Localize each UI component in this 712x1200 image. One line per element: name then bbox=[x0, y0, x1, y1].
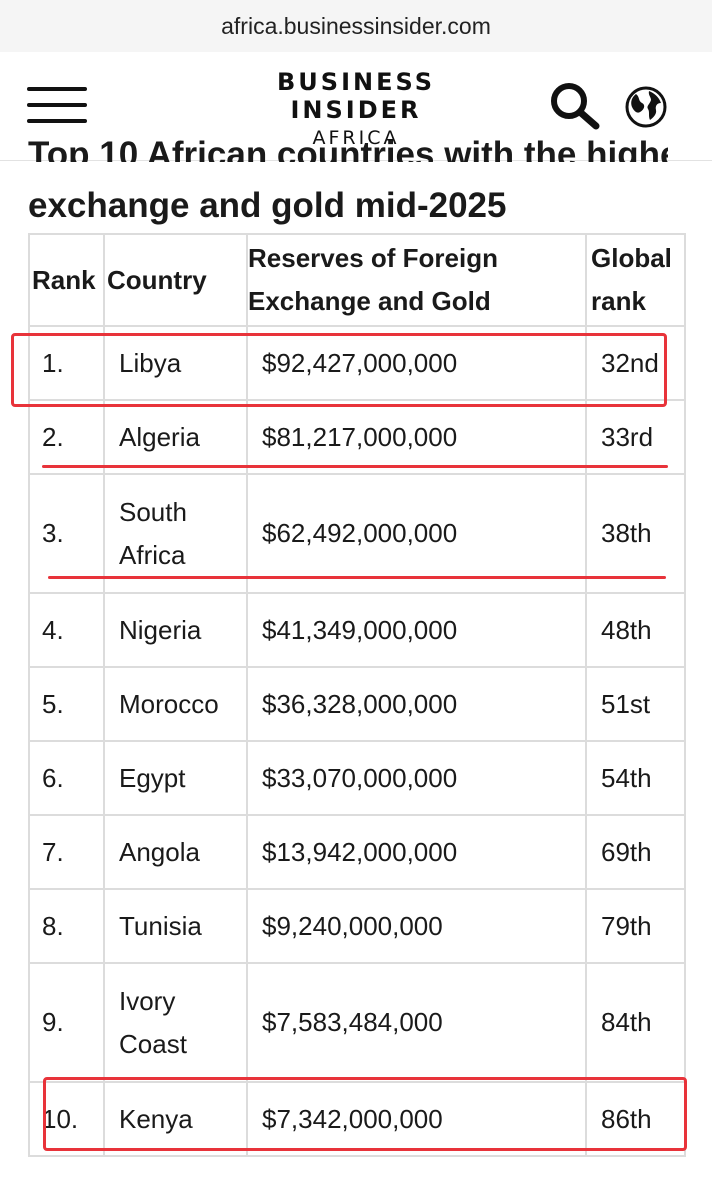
highlight-box-libya bbox=[11, 333, 667, 407]
article-heading-partial: Top 10 African countries with the highes… bbox=[28, 140, 668, 162]
cell-reserves: $9,240,000,000 bbox=[246, 888, 587, 964]
highlight-box-kenya bbox=[43, 1077, 687, 1151]
cell-global-rank: 54th bbox=[585, 740, 686, 816]
cell-rank: 8. bbox=[28, 888, 105, 964]
cell-global-rank: 33rd bbox=[585, 399, 686, 475]
cell-country: Egypt bbox=[103, 740, 248, 816]
search-icon[interactable] bbox=[548, 80, 602, 135]
cell-global-rank: 32nd bbox=[585, 325, 686, 401]
url-text: africa.businessinsider.com bbox=[221, 12, 491, 39]
cell-reserves: $92,427,000,000 bbox=[246, 325, 587, 401]
table-row: 4. Nigeria $41,349,000,000 48th bbox=[28, 592, 686, 668]
table-row: 10. Kenya $7,342,000,000 86th bbox=[28, 1081, 686, 1157]
underline-south-africa bbox=[48, 576, 666, 579]
cell-country: Nigeria bbox=[103, 592, 248, 668]
underline-algeria bbox=[42, 465, 668, 468]
reserves-table: Rank Country Reserves of Foreign Exchang… bbox=[28, 233, 686, 1157]
cell-country: Libya bbox=[103, 325, 248, 401]
cell-global-rank: 79th bbox=[585, 888, 686, 964]
cell-country: Ivory Coast bbox=[103, 962, 248, 1083]
cell-country: Tunisia bbox=[103, 888, 248, 964]
cell-rank: 2. bbox=[28, 399, 105, 475]
header-reserves: Reserves of Foreign Exchange and Gold bbox=[246, 233, 587, 327]
table-row: 6. Egypt $33,070,000,000 54th bbox=[28, 740, 686, 816]
cell-reserves: $33,070,000,000 bbox=[246, 740, 587, 816]
logo-line-business[interactable]: BUSINESS bbox=[277, 68, 435, 96]
table-row: 5. Morocco $36,328,000,000 51st bbox=[28, 666, 686, 742]
table-row: 3. South Africa $62,492,000,000 38th bbox=[28, 473, 686, 594]
cell-rank: 5. bbox=[28, 666, 105, 742]
cell-rank: 4. bbox=[28, 592, 105, 668]
logo-line-insider[interactable]: INSIDER bbox=[290, 96, 422, 124]
cell-global-rank: 84th bbox=[585, 962, 686, 1083]
cell-reserves: $81,217,000,000 bbox=[246, 399, 587, 475]
cell-global-rank: 38th bbox=[585, 473, 686, 594]
cell-country: Algeria bbox=[103, 399, 248, 475]
cell-reserves: $36,328,000,000 bbox=[246, 666, 587, 742]
logo-line-africa[interactable]: AFRICA bbox=[312, 127, 400, 149]
table-row: 7. Angola $13,942,000,000 69th bbox=[28, 814, 686, 890]
cell-reserves: $7,583,484,000 bbox=[246, 962, 587, 1083]
header-country: Country bbox=[103, 233, 248, 327]
cell-country: Morocco bbox=[103, 666, 248, 742]
globe-icon[interactable] bbox=[624, 85, 668, 134]
cell-country: South Africa bbox=[103, 473, 248, 594]
table-row: 9. Ivory Coast $7,583,484,000 84th bbox=[28, 962, 686, 1083]
address-bar[interactable]: africa.businessinsider.com bbox=[0, 0, 712, 52]
cell-rank: 3. bbox=[28, 473, 105, 594]
cell-reserves: $7,342,000,000 bbox=[246, 1081, 587, 1157]
cell-rank: 7. bbox=[28, 814, 105, 890]
cell-country: Kenya bbox=[103, 1081, 248, 1157]
cell-reserves: $41,349,000,000 bbox=[246, 592, 587, 668]
cell-global-rank: 48th bbox=[585, 592, 686, 668]
cell-rank: 1. bbox=[28, 325, 105, 401]
cell-reserves: $13,942,000,000 bbox=[246, 814, 587, 890]
table-header-row: Rank Country Reserves of Foreign Exchang… bbox=[28, 233, 686, 327]
hamburger-menu-icon[interactable] bbox=[27, 85, 89, 125]
cell-reserves: $62,492,000,000 bbox=[246, 473, 587, 594]
header-rank: Rank bbox=[28, 233, 105, 327]
cell-rank: 10. bbox=[28, 1081, 105, 1157]
cell-country: Angola bbox=[103, 814, 248, 890]
cell-rank: 6. bbox=[28, 740, 105, 816]
cell-global-rank: 51st bbox=[585, 666, 686, 742]
table-row: 1. Libya $92,427,000,000 32nd bbox=[28, 325, 686, 401]
cell-global-rank: 69th bbox=[585, 814, 686, 890]
table-row: 2. Algeria $81,217,000,000 33rd bbox=[28, 399, 686, 475]
header-global-rank: Global rank bbox=[585, 233, 686, 327]
site-header: BUSINESS INSIDER AFRICA bbox=[0, 52, 712, 161]
table-row: 8. Tunisia $9,240,000,000 79th bbox=[28, 888, 686, 964]
article-heading: exchange and gold mid-2025 bbox=[28, 186, 507, 225]
cell-rank: 9. bbox=[28, 962, 105, 1083]
